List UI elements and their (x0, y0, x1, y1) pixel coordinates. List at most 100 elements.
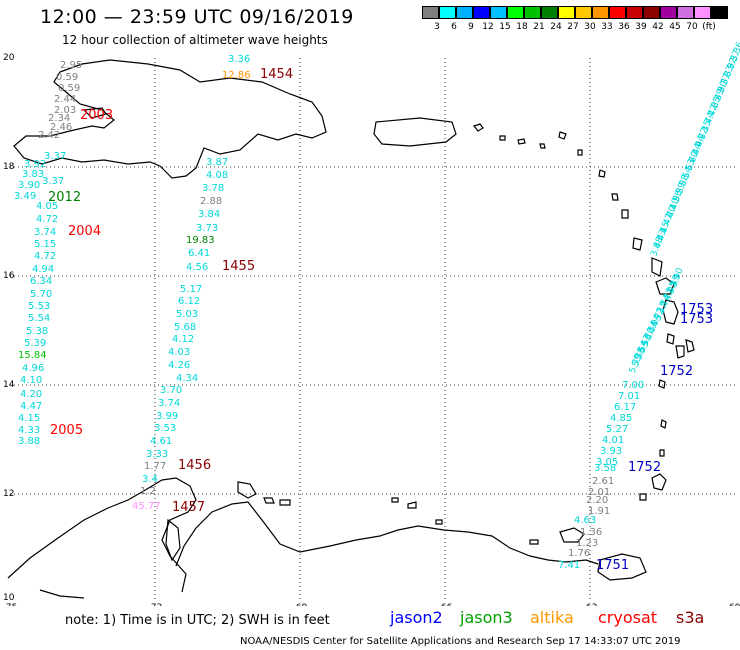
coast-maracaibo (165, 518, 181, 562)
footer-note: note: 1) Time is in UTC; 2) SWH is in fe… (65, 613, 330, 628)
wave-height-value: 0.59 (58, 83, 80, 94)
color-swatch (490, 6, 507, 19)
wave-height-value: 3.93 (600, 446, 622, 457)
wave-height-value: 4.12 (172, 334, 194, 345)
color-scale-label: 15 (499, 22, 511, 32)
wave-height-value: 3.36 (228, 54, 250, 65)
wave-height-value: 1.2 (140, 486, 156, 497)
wave-height-value: 3.74 (158, 398, 180, 409)
wave-height-value: 4.20 (20, 389, 42, 400)
color-scale-label: 27 (567, 22, 579, 32)
wave-height-value: 4.01 (602, 435, 624, 446)
wave-height-value: 0.59 (56, 72, 78, 83)
coast-trinidad (597, 553, 647, 581)
wave-height-value: 5.03 (176, 309, 198, 320)
wave-height-values: 3.3612.862.950.590.592.442.032.342.462.4… (14, 41, 740, 571)
color-swatch (592, 6, 609, 19)
wave-height-value: 3.70 (160, 385, 182, 396)
wave-height-value: 7.41 (558, 560, 580, 571)
wave-height-value: 6.34 (30, 276, 52, 287)
wave-height-value: 2.61 (592, 476, 614, 487)
color-scale-label: (ft) (702, 22, 716, 32)
pass-time-label: 1751 (596, 558, 629, 573)
wave-height-value: 4.34 (176, 373, 198, 384)
color-swatch (575, 6, 592, 19)
pass-labels: 1454 2003 2012 2004 1455 2005 1456 1457 17531753… (48, 67, 713, 573)
lon-tick-label: -72 (148, 603, 163, 606)
color-swatch (422, 6, 439, 19)
wave-height-value: 3.53 (154, 423, 176, 434)
wave-height-value: 5.39 (24, 338, 46, 349)
wave-height-value: 4.33 (18, 425, 40, 436)
color-scale-label: 24 (550, 22, 562, 32)
wave-height-value: 5.15 (34, 239, 56, 250)
wave-height-value: 4.61 (150, 436, 172, 447)
wave-height-value: 4.05 (36, 201, 58, 212)
wave-height-value: 3.58 (594, 463, 616, 474)
color-swatch (677, 6, 694, 19)
pass-time-label: 1753 (680, 302, 713, 317)
wave-height-value: 5.70 (30, 289, 52, 300)
track-value: 3.36 (729, 41, 740, 64)
coast-hispaniola (13, 59, 327, 179)
coast-margarita (559, 527, 585, 543)
wave-height-value: 2.46 (50, 122, 72, 133)
pass-time-label: 2004 (68, 224, 101, 239)
wave-height-value: 5.68 (174, 322, 196, 333)
page-subtitle: 12 hour collection of altimeter wave hei… (62, 33, 328, 47)
wave-height-value: 3.87 (206, 157, 228, 168)
color-swatch (626, 6, 643, 19)
pass-time-label: 1752 (660, 364, 693, 379)
pass-time-label: 1454 (260, 67, 293, 82)
wave-height-value: 6.41 (188, 248, 210, 259)
wave-height-value: 7.00 (622, 380, 644, 391)
pass-time-label: 2003 (80, 108, 113, 123)
wave-height-value: 4.47 (20, 401, 42, 412)
lat-tick-label: 16 (3, 271, 15, 281)
wave-height-value: 4.72 (34, 251, 56, 262)
wave-height-value: 5.17 (180, 284, 202, 295)
wave-height-value: 3.84 (198, 209, 220, 220)
wave-height-value: 2.34 (48, 113, 70, 124)
coast-grenada-tobago (639, 473, 667, 501)
color-swatch (524, 6, 541, 19)
coast-martinique (662, 299, 679, 325)
color-swatch (456, 6, 473, 19)
pass-time-label: 1456 (178, 458, 211, 473)
lat-tick-label: 20 (3, 53, 15, 63)
color-scale-label: 6 (451, 22, 457, 32)
wave-height-value: 3.73 (196, 223, 218, 234)
wave-height-value: 15.84 (18, 350, 47, 361)
wave-height-value: 12.86 (222, 70, 251, 81)
legend-item-jason3: jason3 (460, 608, 513, 627)
color-scale-label: 39 (635, 22, 647, 32)
wave-height-value: 3.05 (596, 457, 618, 468)
wave-height-value: 45.77 (132, 501, 161, 512)
wave-height-value: 3.92 (24, 159, 46, 170)
pass-time-label: 2005 (50, 423, 83, 438)
wave-height-value: 4.85 (610, 413, 632, 424)
color-swatch (609, 6, 626, 19)
altimeter-map: -75 -72 -69 -66 -63 -60 20 18 16 14 12 10 3.36 12.86… (3, 41, 740, 606)
legend-item-jason2: jason2 (390, 608, 443, 627)
wave-height-value: 3.83 (22, 169, 44, 180)
color-scale-label: 18 (516, 22, 528, 32)
color-swatch (643, 6, 660, 19)
color-swatch (660, 6, 677, 19)
wave-height-value: 4.08 (206, 170, 228, 181)
color-scale-label: 3 (434, 22, 440, 32)
grid (10, 58, 735, 600)
wave-height-value: 3.90 (18, 180, 40, 191)
pass-time-label: 2012 (48, 190, 81, 205)
color-scale-label: 70 (686, 22, 698, 32)
wave-height-value: 3.37 (44, 151, 66, 162)
wave-height-value: 4.94 (32, 264, 54, 275)
pass-time-label: 1455 (222, 259, 255, 274)
wave-height-value: 2.42 (38, 130, 60, 141)
lon-tick-label: -75 (3, 603, 18, 606)
credit-line: NOAA/NESDIS Center for Satellite Applica… (240, 636, 681, 647)
color-scale-label: 12 (482, 22, 494, 32)
wave-height-value: 2.88 (200, 196, 222, 207)
lat-tick-label: 12 (3, 489, 14, 499)
color-swatch (541, 6, 558, 19)
